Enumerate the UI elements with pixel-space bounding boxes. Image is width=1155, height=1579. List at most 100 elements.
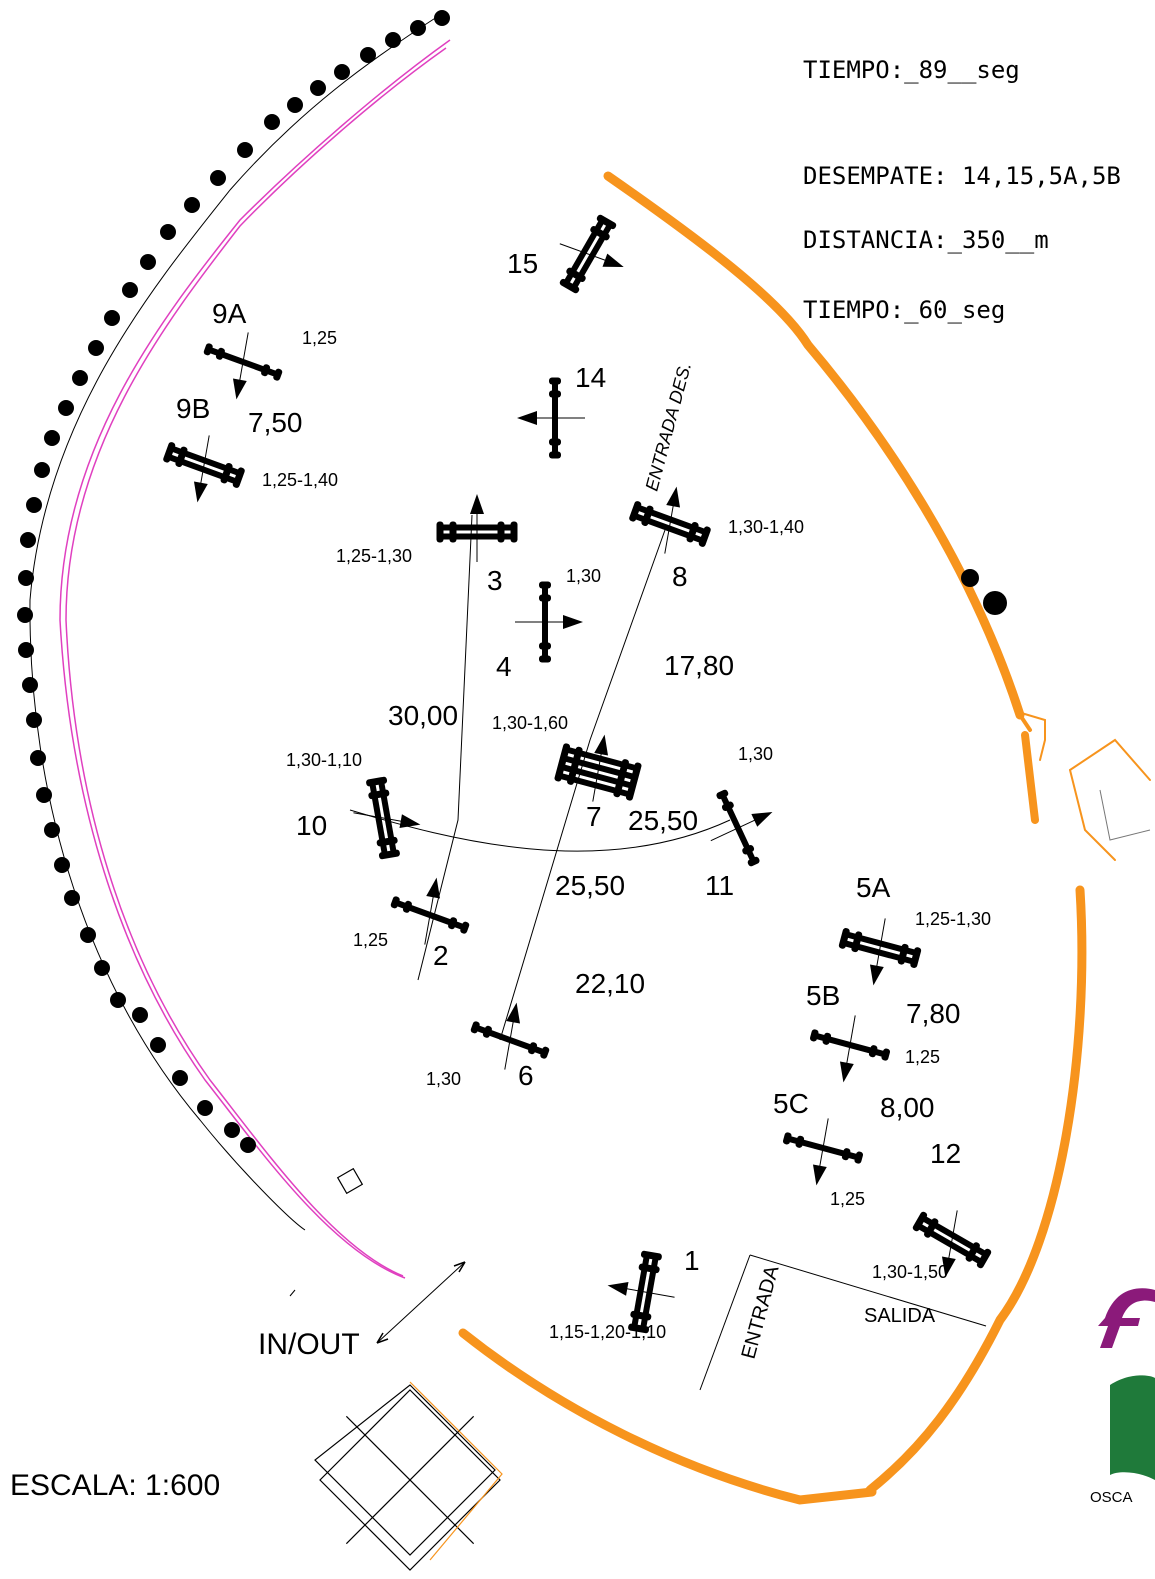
distance-label: 8,00 <box>880 1092 935 1123</box>
info-block: TIEMPO:_89__seg DESEMPATE: 14,15,5A,5B D… <box>803 56 1121 324</box>
obstacle-number: 6 <box>518 1060 534 1091</box>
tree-icon <box>210 170 226 186</box>
tree-icon <box>385 32 401 48</box>
jump-obstacle <box>559 214 624 294</box>
distances: 7,50 30,00 17,80 25,50 25,50 22,10 7,80 … <box>248 407 961 1123</box>
tree-icon <box>44 430 60 446</box>
obstacle-height: 1,25 <box>302 328 337 348</box>
obstacle-number: 5C <box>773 1088 809 1119</box>
jump-obstacle <box>838 918 922 986</box>
tree-icon <box>122 282 138 298</box>
obstacle-number: 8 <box>672 561 688 592</box>
jump-obstacle <box>353 776 421 860</box>
obstacle-number: 5B <box>806 980 840 1011</box>
tree-icon <box>264 114 280 130</box>
jump-obstacle <box>710 789 773 867</box>
tree-icon <box>104 310 120 326</box>
tree-icon <box>17 607 33 623</box>
obstacle-height: 1,30 <box>426 1069 461 1089</box>
tree-icon <box>240 1137 256 1153</box>
jump-obstacle <box>554 734 642 802</box>
tree-icon <box>18 570 34 586</box>
tree-icon <box>26 497 42 513</box>
obstacle-height: 1,30-1,40 <box>728 517 804 537</box>
obstacle-heights: 1,25 1,25-1,40 1,25-1,30 1,30-1,40 1,30 … <box>262 328 991 1342</box>
jump-obstacle <box>912 1210 992 1278</box>
obstacle-height: 1,25-1,40 <box>262 470 338 490</box>
course-lines <box>289 514 987 1391</box>
tree-icon <box>197 1100 213 1116</box>
obstacle-number: 7 <box>586 801 602 832</box>
jump-obstacle <box>203 332 283 400</box>
tree-icon <box>434 10 450 26</box>
tree-icon <box>310 80 326 96</box>
obstacle-height: 1,25 <box>353 930 388 950</box>
jump-obstacle <box>629 486 711 554</box>
tree-icon <box>287 97 303 113</box>
distance-label: 30,00 <box>388 700 458 731</box>
jump-obstacle <box>810 1015 890 1083</box>
obstacle-height: 1,25 <box>830 1189 865 1209</box>
obstacle-number: 1 <box>684 1245 700 1276</box>
obstacle-number: 14 <box>575 362 606 393</box>
tree-icons <box>17 10 450 1153</box>
tree-icon <box>172 1070 188 1086</box>
tree-icon <box>44 822 60 838</box>
jump-obstacle <box>436 494 518 562</box>
obstacle-number: 15 <box>507 248 538 279</box>
tree-line <box>17 10 451 1279</box>
obstacles-layer <box>163 214 992 1334</box>
obstacle-number: 12 <box>930 1138 961 1169</box>
in-out-label: IN/OUT <box>258 1328 360 1361</box>
tree-icon <box>334 64 350 80</box>
obstacle-number: 11 <box>705 870 734 901</box>
obstacle-height: 1,30-1,10 <box>286 750 362 770</box>
obstacle-number: 10 <box>296 810 327 841</box>
distance-label: 25,50 <box>628 805 698 836</box>
obstacle-height: 1,30 <box>566 566 601 586</box>
jump-obstacle <box>783 1118 863 1186</box>
tree-icon <box>224 1122 240 1138</box>
tree-icon <box>94 960 110 976</box>
distance-label: 17,80 <box>664 650 734 681</box>
distance-label: 7,50 <box>248 407 303 438</box>
obstacle-number: 9A <box>212 298 247 329</box>
tree-icon <box>140 254 156 270</box>
tree-icon <box>110 992 126 1008</box>
tree-icon <box>88 340 104 356</box>
obstacle-number: 3 <box>487 565 503 596</box>
jump-obstacle <box>607 1250 675 1334</box>
arena-fence <box>458 171 1151 1505</box>
obstacle-height: 1,25-1,30 <box>915 909 991 929</box>
desempate-text: DESEMPATE: 14,15,5A,5B <box>803 162 1121 190</box>
tree-icon <box>36 787 52 803</box>
tree-icon <box>132 1007 148 1023</box>
distance-label: 25,50 <box>555 870 625 901</box>
tree-icon <box>26 712 42 728</box>
tree-icon <box>64 890 80 906</box>
scale-label: ESCALA: 1:600 <box>10 1469 220 1502</box>
obstacle-height: 1,30 <box>738 744 773 764</box>
distance-label: 7,80 <box>906 998 961 1029</box>
entrada-des-label: ENTRADA DES. <box>642 360 696 493</box>
sponsor-logo: OSCA <box>1090 1288 1155 1506</box>
tree-icon <box>20 532 36 548</box>
jump-obstacle <box>163 435 245 503</box>
tree-icon <box>22 677 38 693</box>
tree-icon <box>34 462 50 478</box>
obstacle-height: 1,30-1,60 <box>492 713 568 733</box>
tree-icon <box>184 197 200 213</box>
obstacle-height: 1,25-1,30 <box>336 546 412 566</box>
tree-icon <box>18 642 34 658</box>
tree-icon <box>54 857 70 873</box>
tree-icon <box>360 47 376 63</box>
jump-obstacle <box>470 1002 550 1070</box>
obstacle-height: 1,25 <box>905 1047 940 1067</box>
obstacle-numbers: 15 9A 9B 14 3 8 4 7 10 11 2 6 5A 5B 5C 1… <box>176 248 961 1276</box>
obstacle-height: 1,15-1,20-1,10 <box>549 1322 666 1342</box>
tree-icon <box>150 1037 166 1053</box>
obstacle-number: 2 <box>433 940 449 971</box>
entrada-label: ENTRADA <box>738 1263 784 1362</box>
tree-icon <box>961 569 979 587</box>
tree-icon <box>160 224 176 240</box>
